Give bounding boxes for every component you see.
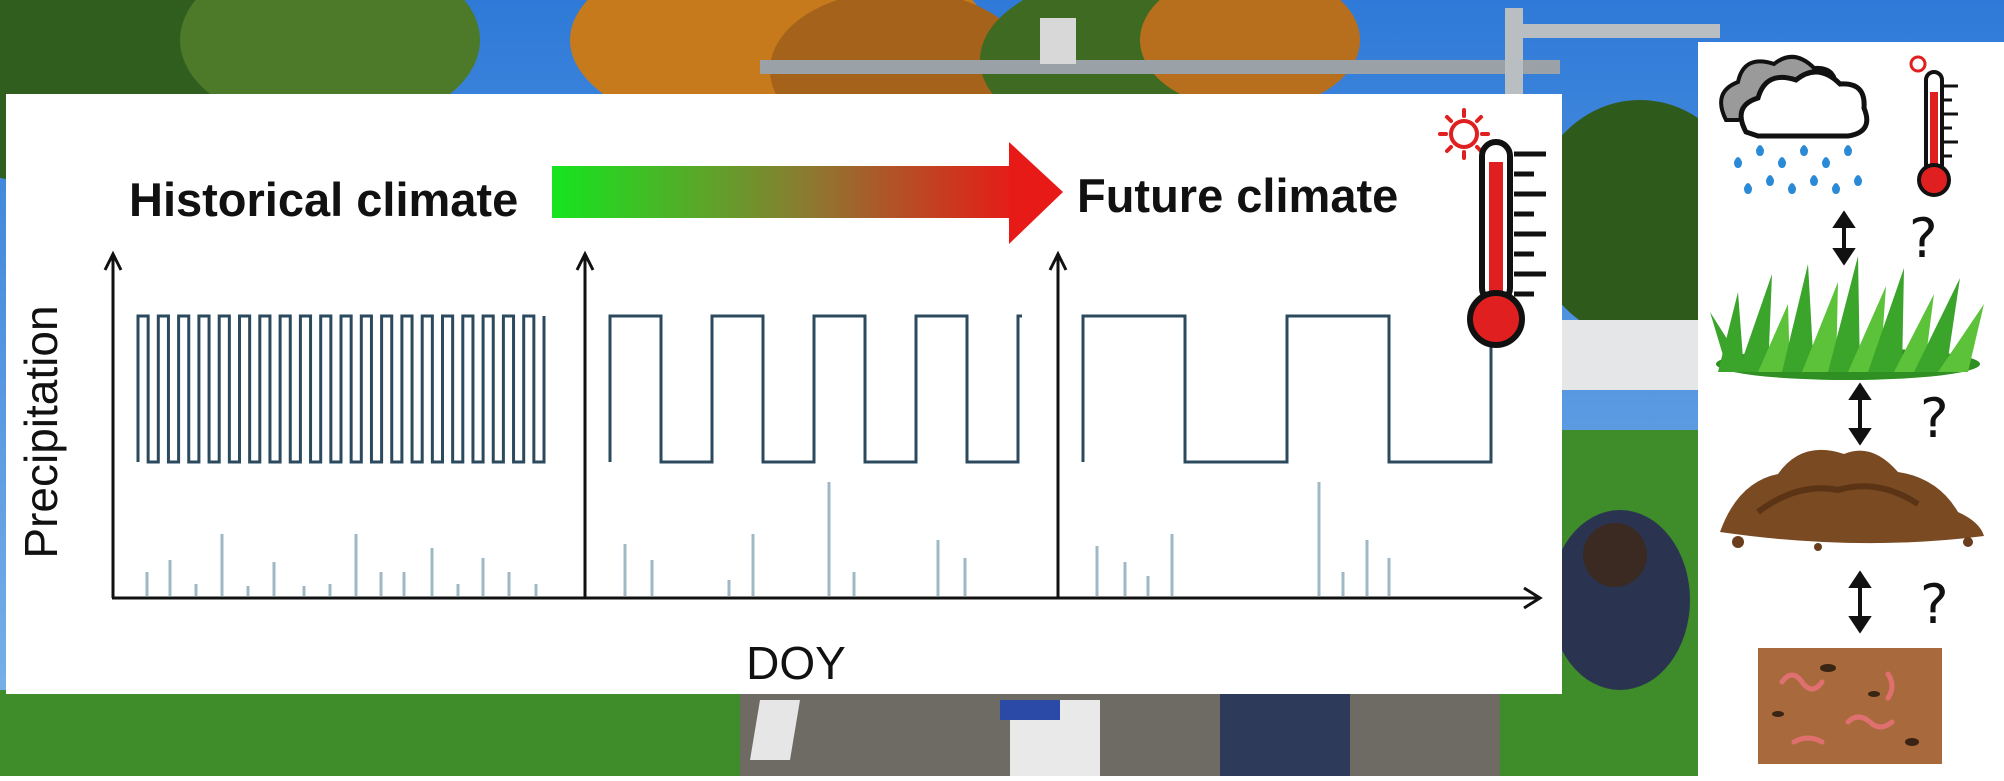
period-1-axis [103,250,123,598]
period-2-axis [575,250,595,598]
question-mark: ? [1909,207,1938,270]
period-3-axis [1048,250,1068,598]
historical-wet-dry-pattern [136,314,546,464]
thermometer-icon [1909,55,1958,197]
soil-pile-icon [1720,449,1984,551]
y-axis-label: Precipitation [15,305,67,559]
ecosystem-interaction-panel: ? ? ? [1698,42,2004,776]
x-axis-label: DOY [746,637,846,689]
double-arrow-icon [1848,570,1872,634]
climate-transition-arrow [552,142,1063,244]
intermediate-wet-dry-pattern [608,314,1022,464]
question-mark: ? [1920,573,1949,636]
cloud-rain-icon [1719,55,1870,194]
rain-event-bars [145,482,1391,596]
climate-diagram-panel: Historical climate Future climate Precip… [6,94,1562,694]
double-arrow-icon [1832,210,1856,266]
climate-diagram [103,108,1546,610]
time-axis [112,586,1543,610]
ecosystem-icons [1710,55,1984,764]
soil-fauna-icon [1758,648,1942,764]
grass-icon [1710,256,1984,380]
future-climate-label: Future climate [1077,169,1399,222]
historical-climate-label: Historical climate [129,173,519,226]
question-mark: ? [1920,387,1949,450]
future-wet-dry-pattern [1081,314,1494,464]
thermometer-sun-icon [1438,108,1546,348]
double-arrow-icon [1848,382,1872,446]
